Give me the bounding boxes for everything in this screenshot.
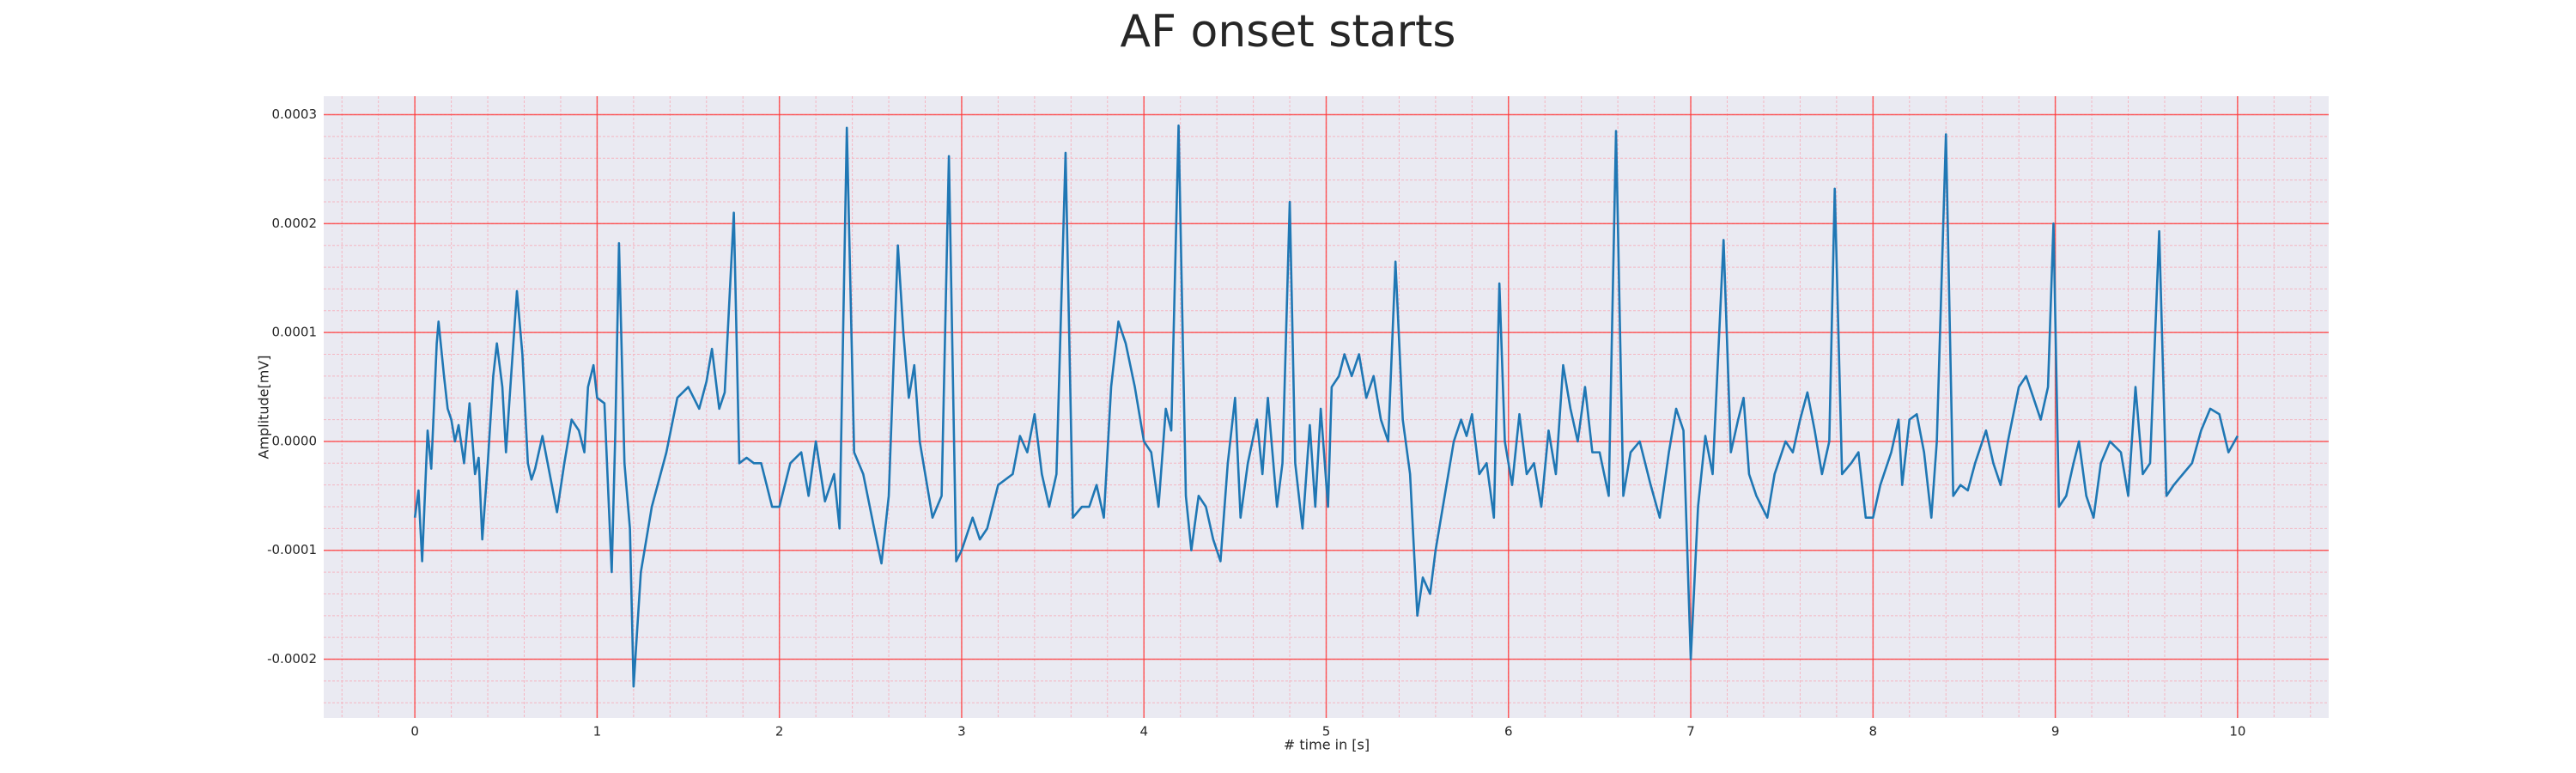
chart-title: AF onset starts xyxy=(1121,6,1456,58)
x-tick-label: 8 xyxy=(1869,724,1878,740)
x-tick-label: 0 xyxy=(410,724,419,740)
y-tick-label: -0.0002 xyxy=(267,651,317,666)
y-tick-label: 0.0002 xyxy=(272,216,318,231)
x-tick-label: 3 xyxy=(957,724,966,740)
x-tick-label: 2 xyxy=(775,724,784,740)
y-axis-label: Amplitude[mV] xyxy=(256,355,272,459)
x-tick-label: 9 xyxy=(2051,724,2060,740)
x-axis-label: # time in [s] xyxy=(1284,737,1370,753)
x-tick-label: 1 xyxy=(593,724,602,740)
y-tick-label: 0.0003 xyxy=(272,107,318,122)
y-tick-label: 0.0001 xyxy=(272,325,318,340)
x-tick-label: 6 xyxy=(1504,724,1513,740)
x-tick-label: 4 xyxy=(1139,724,1148,740)
y-tick-label: -0.0001 xyxy=(267,542,317,557)
x-tick-label: 10 xyxy=(2229,724,2245,740)
x-tick-label: 7 xyxy=(1686,724,1695,740)
ecg-line xyxy=(413,124,2239,688)
y-tick-label: 0.0000 xyxy=(272,433,318,448)
x-tick-label: 5 xyxy=(1322,724,1331,740)
